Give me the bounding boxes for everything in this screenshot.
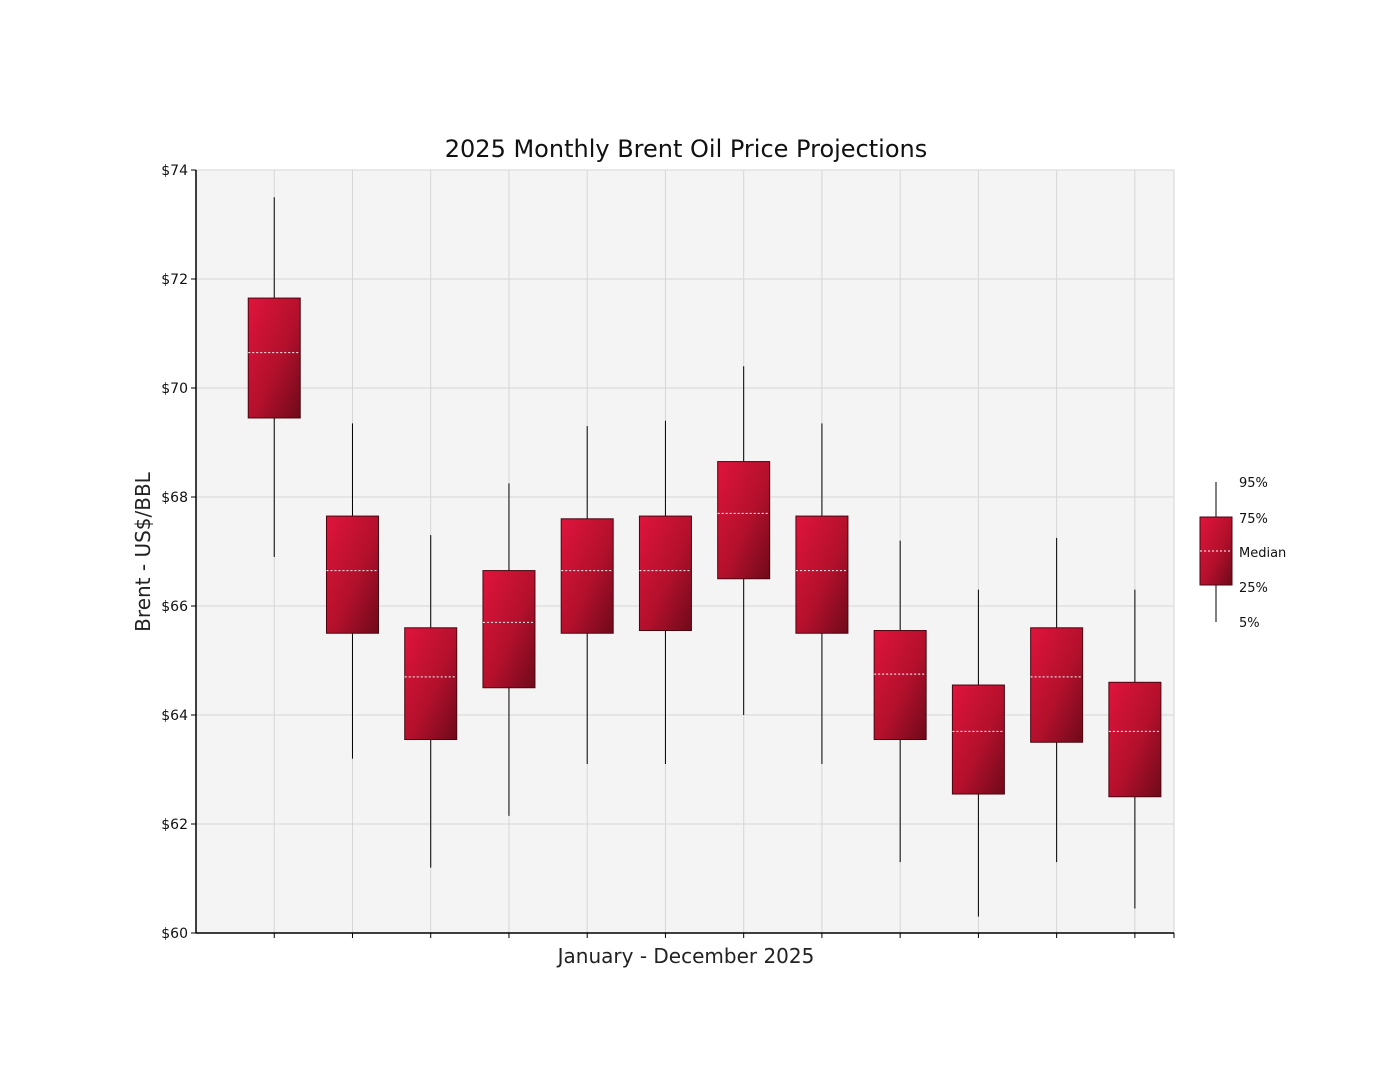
box-plot-chart: 2025 Monthly Brent Oil Price Projections… (0, 0, 1374, 1066)
box (326, 516, 378, 633)
box (639, 516, 691, 630)
box (1031, 628, 1083, 742)
box (405, 628, 457, 740)
chart-title: 2025 Monthly Brent Oil Price Projections (445, 135, 927, 163)
box (874, 631, 926, 740)
legend-label-5: 5% (1239, 616, 1260, 631)
legend: 95% 75% Median 25% 5% (1200, 476, 1286, 631)
legend-label-25: 25% (1239, 581, 1268, 596)
y-tick-label: $74 (161, 163, 188, 179)
y-tick-label: $66 (161, 599, 188, 615)
box (796, 516, 848, 633)
y-tick-label: $62 (161, 817, 188, 833)
y-tick-label: $64 (161, 708, 188, 724)
box (248, 298, 300, 418)
box (718, 462, 770, 579)
box (561, 519, 613, 633)
x-axis-label: January - December 2025 (556, 944, 815, 968)
legend-label-median: Median (1239, 546, 1286, 561)
box (1109, 682, 1161, 796)
y-tick-label: $70 (161, 381, 188, 397)
y-tick-label: $72 (161, 272, 188, 288)
y-tick-label: $68 (161, 490, 188, 506)
box (952, 685, 1004, 794)
legend-label-75: 75% (1239, 512, 1268, 527)
legend-label-95: 95% (1239, 476, 1268, 491)
y-axis-ticks: $60 $62 $64 $66 $68 $70 $72 $74 (161, 163, 196, 942)
y-axis-label: Brent - US$/BBL (131, 471, 155, 631)
y-tick-label: $60 (161, 926, 188, 942)
box (483, 571, 535, 688)
